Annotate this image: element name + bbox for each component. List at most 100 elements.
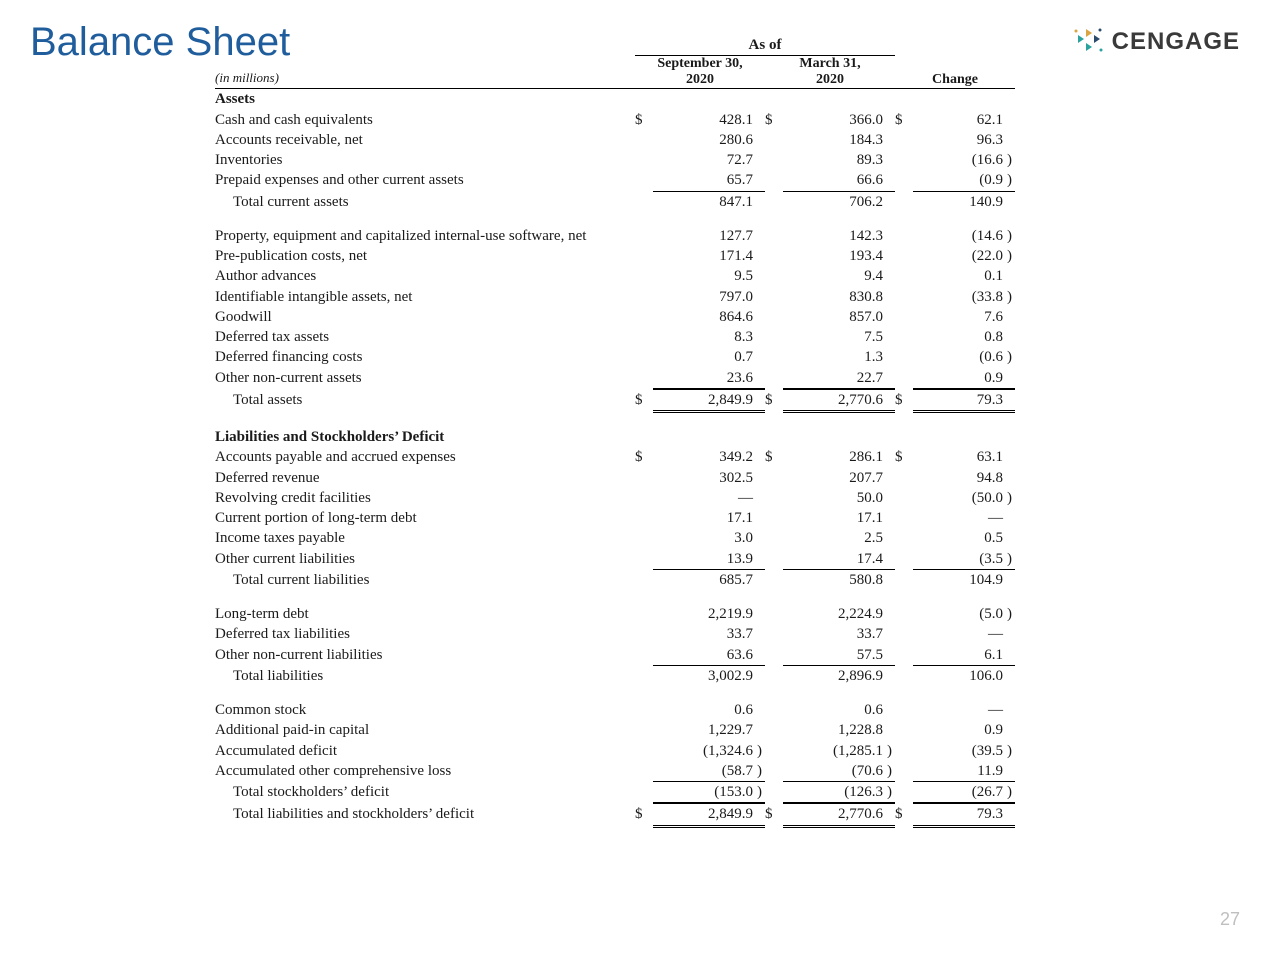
table-body: AssetsCash and cash equivalents$428.1$36… xyxy=(215,89,1015,827)
table-row: Accounts payable and accrued expenses$34… xyxy=(215,447,1015,467)
table-cell: 8.3 xyxy=(635,327,765,347)
row-label: Other non-current assets xyxy=(215,368,635,388)
table-row: Common stock0.60.6— xyxy=(215,700,1015,720)
table-cell: 2,224.9 xyxy=(765,604,895,624)
table-cell: 106.0 xyxy=(895,666,1015,686)
table-cell: (1,285.1) xyxy=(765,741,895,761)
table-cell: (0.6) xyxy=(895,347,1015,367)
table-row: Other non-current assets23.622.70.9 xyxy=(215,368,1015,389)
table-row: Deferred financing costs0.71.3(0.6) xyxy=(215,347,1015,367)
table-cell: $62.1 xyxy=(895,110,1015,130)
table-cell: (5.0) xyxy=(895,604,1015,624)
row-label: Total current liabilities xyxy=(215,570,635,590)
row-label: Accounts receivable, net xyxy=(215,130,635,150)
row-label: Cash and cash equivalents xyxy=(215,110,635,130)
table-cell: 23.6 xyxy=(635,368,765,389)
row-label: Inventories xyxy=(215,150,635,170)
table-cell: $63.1 xyxy=(895,447,1015,467)
table-row: Long-term debt2,219.92,224.9(5.0) xyxy=(215,604,1015,624)
table-cell: $79.3 xyxy=(895,389,1015,413)
table-row: Cash and cash equivalents$428.1$366.0$62… xyxy=(215,110,1015,130)
table-row: Inventories72.789.3(16.6) xyxy=(215,150,1015,170)
table-cell: (0.9) xyxy=(895,170,1015,191)
table-row: Total assets$2,849.9$2,770.6$79.3 xyxy=(215,389,1015,413)
table-row: Deferred tax liabilities33.733.7— xyxy=(215,624,1015,644)
table-cell: 17.1 xyxy=(635,508,765,528)
table-cell: 797.0 xyxy=(635,287,765,307)
row-label: Long-term debt xyxy=(215,604,635,624)
row-label: Other current liabilities xyxy=(215,549,635,569)
table-row: Other current liabilities13.917.4(3.5) xyxy=(215,549,1015,570)
table-cell: 0.9 xyxy=(895,368,1015,389)
asof-header: As of xyxy=(635,35,895,56)
table-cell: 94.8 xyxy=(895,468,1015,488)
table-cell: 66.6 xyxy=(765,170,895,191)
table-cell: 0.6 xyxy=(765,700,895,720)
table-row: Deferred revenue302.5207.794.8 xyxy=(215,468,1015,488)
table-cell: $2,849.9 xyxy=(635,389,765,413)
table-row: Total current liabilities685.7580.8104.9 xyxy=(215,570,1015,590)
table-cell: $349.2 xyxy=(635,447,765,467)
table-cell: (16.6) xyxy=(895,150,1015,170)
table-cell: 0.7 xyxy=(635,347,765,367)
row-label: Total current assets xyxy=(215,192,635,212)
table-cell: — xyxy=(895,508,1015,528)
row-label: Deferred tax assets xyxy=(215,327,635,347)
table-cell: 13.9 xyxy=(635,549,765,570)
table-cell: 9.4 xyxy=(765,266,895,286)
table-cell: 171.4 xyxy=(635,246,765,266)
table-cell: (26.7) xyxy=(895,782,1015,803)
table-cell: 302.5 xyxy=(635,468,765,488)
table-cell: 580.8 xyxy=(765,570,895,590)
table-cell: 57.5 xyxy=(765,645,895,666)
table-cell: (70.6) xyxy=(765,761,895,782)
table-cell: 6.1 xyxy=(895,645,1015,666)
table-cell: 2,896.9 xyxy=(765,666,895,686)
table-cell: 2,219.9 xyxy=(635,604,765,624)
row-label: Total stockholders’ deficit xyxy=(215,782,635,802)
table-cell: $428.1 xyxy=(635,110,765,130)
table-cell: $2,849.9 xyxy=(635,803,765,827)
table-row: Goodwill864.6857.07.6 xyxy=(215,307,1015,327)
table-row: Total current assets847.1706.2140.9 xyxy=(215,192,1015,212)
row-label: Deferred revenue xyxy=(215,468,635,488)
table-cell: 50.0 xyxy=(765,488,895,508)
table-cell: (14.6) xyxy=(895,226,1015,246)
row-label: Total assets xyxy=(215,390,635,410)
table-cell: 184.3 xyxy=(765,130,895,150)
row-label: Deferred financing costs xyxy=(215,347,635,367)
table-cell: 17.4 xyxy=(765,549,895,570)
table-cell: 0.9 xyxy=(895,720,1015,740)
table-row: Identifiable intangible assets, net797.0… xyxy=(215,287,1015,307)
col-header-3: Change xyxy=(895,72,1015,88)
table-cell: $79.3 xyxy=(895,803,1015,827)
table-cell: (39.5) xyxy=(895,741,1015,761)
table-cell: 3,002.9 xyxy=(635,666,765,686)
col-header-1: September 30,2020 xyxy=(635,56,765,88)
table-cell: 1.3 xyxy=(765,347,895,367)
table-row: Accumulated deficit(1,324.6)(1,285.1)(39… xyxy=(215,741,1015,761)
row-label: Other non-current liabilities xyxy=(215,645,635,665)
table-row: Deferred tax assets8.37.50.8 xyxy=(215,327,1015,347)
table-cell: 72.7 xyxy=(635,150,765,170)
table-cell: $2,770.6 xyxy=(765,389,895,413)
table-cell: 17.1 xyxy=(765,508,895,528)
table-cell: 7.6 xyxy=(895,307,1015,327)
table-cell: (1,324.6) xyxy=(635,741,765,761)
table-cell: — xyxy=(895,700,1015,720)
row-label: Property, equipment and capitalized inte… xyxy=(215,226,635,246)
table-cell: 22.7 xyxy=(765,368,895,389)
table-cell: 0.6 xyxy=(635,700,765,720)
row-label: Current portion of long-term debt xyxy=(215,508,635,528)
table-row: Current portion of long-term debt17.117.… xyxy=(215,508,1015,528)
table-cell: (22.0) xyxy=(895,246,1015,266)
table-cell: 142.3 xyxy=(765,226,895,246)
logo-text: CENGAGE xyxy=(1112,28,1240,56)
table-cell: $366.0 xyxy=(765,110,895,130)
row-label: Accounts payable and accrued expenses xyxy=(215,447,635,467)
table-row: Property, equipment and capitalized inte… xyxy=(215,226,1015,246)
table-cell: 830.8 xyxy=(765,287,895,307)
table-cell: — xyxy=(895,624,1015,644)
table-row: Additional paid-in capital1,229.71,228.8… xyxy=(215,720,1015,740)
balance-sheet-table: As of (in millions) September 30,2020 Ma… xyxy=(215,35,1015,828)
